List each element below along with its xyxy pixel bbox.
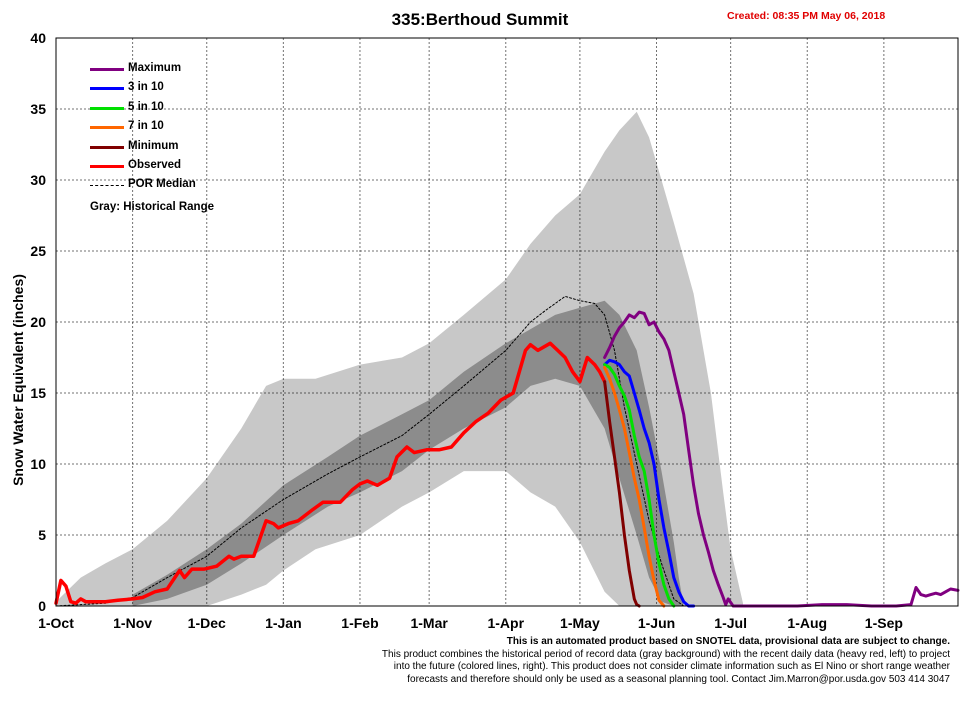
legend-label-por-median: POR Median xyxy=(128,178,196,191)
series-minimum xyxy=(603,380,641,608)
legend-label-observed: Observed xyxy=(128,158,182,171)
series-7-in-10 xyxy=(603,365,666,608)
x-tick-label-1-Oct: 1-Oct xyxy=(38,615,74,631)
axes xyxy=(55,37,959,607)
y-tick-label-5: 5 xyxy=(38,527,46,543)
legend-label-3in10: 3 in 10 xyxy=(128,81,164,94)
legend-swatch-por-median xyxy=(90,185,124,187)
y-tick-label-10: 10 xyxy=(30,456,46,472)
y-tick-label-40: 40 xyxy=(30,30,46,46)
series-lines xyxy=(54,295,960,608)
x-tick-label-1-Dec: 1-Dec xyxy=(188,615,226,631)
legend-swatch-observed xyxy=(90,164,124,168)
x-tick-label-1-May: 1-May xyxy=(560,615,600,631)
series-3-in-10 xyxy=(603,358,696,608)
footer-line-1: This is an automated product based on SN… xyxy=(506,636,950,647)
x-tick-label-1-Jun: 1-Jun xyxy=(638,615,675,631)
tick-labels: 0 5 10 15 20 25 30 35 40 1-Oct 1-Nov 1-Dec 1-Jan 1-Fe… xyxy=(30,30,903,631)
legend-swatch-maximum xyxy=(90,68,124,71)
y-tick-label-25: 25 xyxy=(30,243,46,259)
gridlines xyxy=(55,37,958,607)
legend-label-5in10: 5 in 10 xyxy=(128,100,164,113)
x-tick-label-1-Aug: 1-Aug xyxy=(787,615,827,631)
x-tick-label-1-Jan: 1-Jan xyxy=(265,615,302,631)
footer-line-3: into the future (colored lines, right). … xyxy=(393,661,950,672)
x-tick-label-1-Feb: 1-Feb xyxy=(341,615,378,631)
legend-swatch-3in10 xyxy=(90,87,124,91)
legend-swatch-5in10 xyxy=(90,106,124,110)
x-tick-label-1-Jul: 1-Jul xyxy=(714,615,747,631)
legend-label-minimum: Minimum xyxy=(128,139,179,152)
y-tick-label-15: 15 xyxy=(30,385,46,401)
y-tick-label-30: 30 xyxy=(30,172,46,188)
historical-bands xyxy=(56,111,743,607)
legend-label-7in10: 7 in 10 xyxy=(128,120,164,133)
x-tick-label-1-Sep: 1-Sep xyxy=(865,615,903,631)
x-tick-label-1-Apr: 1-Apr xyxy=(487,615,524,631)
y-tick-label-0: 0 xyxy=(38,598,46,614)
chart-title: 335:Berthoud Summit xyxy=(391,10,569,29)
series-maximum xyxy=(603,310,960,608)
x-tick-label-1-Nov: 1-Nov xyxy=(113,615,152,631)
y-tick-label-35: 35 xyxy=(30,101,46,117)
created-timestamp: Created: 08:35 PM May 06, 2018 xyxy=(727,10,886,22)
y-axis-label: Snow Water Equivalent (inches) xyxy=(10,274,26,486)
legend-swatch-minimum xyxy=(90,145,124,149)
legend-label-maximum: Maximum xyxy=(128,62,182,74)
legend-gray-label: Gray: Historical Range xyxy=(90,200,214,213)
y-tick-label-20: 20 xyxy=(30,314,46,330)
series-observed xyxy=(54,341,607,605)
x-tick-label-1-Mar: 1-Mar xyxy=(410,615,448,631)
plot-border xyxy=(55,37,959,607)
historical-range-band xyxy=(56,111,743,607)
footer-line-4: forecasts and therefore should only be u… xyxy=(407,673,950,685)
footer-notes: This is an automated product based on SN… xyxy=(350,636,950,686)
footer-line-2: This product combines the historical per… xyxy=(381,648,950,660)
legend-swatch-7in10 xyxy=(90,126,124,130)
interquartile-band xyxy=(132,300,684,606)
series-5-in-10 xyxy=(603,363,676,608)
